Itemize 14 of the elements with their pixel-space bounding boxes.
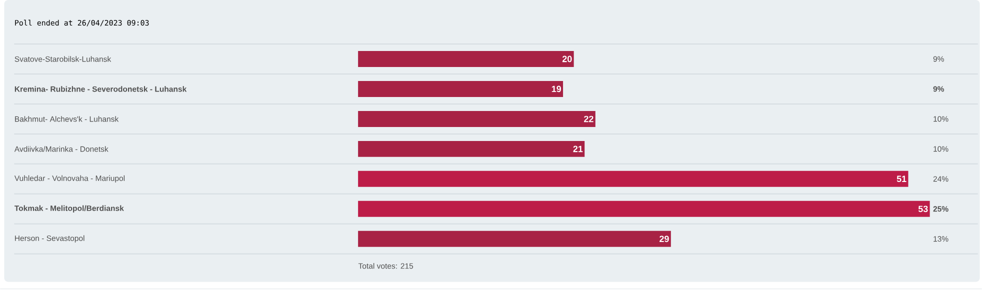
data-label: 22 [584, 116, 594, 122]
bar [358, 111, 596, 128]
data-label: 29 [660, 236, 669, 242]
data-label: 20 [562, 56, 572, 62]
bar [358, 81, 564, 98]
bar [358, 170, 908, 187]
bar [358, 230, 671, 247]
data-label: 19 [552, 86, 561, 92]
data-label: 21 [573, 146, 583, 152]
bar [358, 200, 930, 217]
bar [358, 51, 574, 68]
data-label: 51 [896, 176, 906, 182]
bar [358, 141, 585, 157]
data-label: 53 [918, 206, 928, 212]
